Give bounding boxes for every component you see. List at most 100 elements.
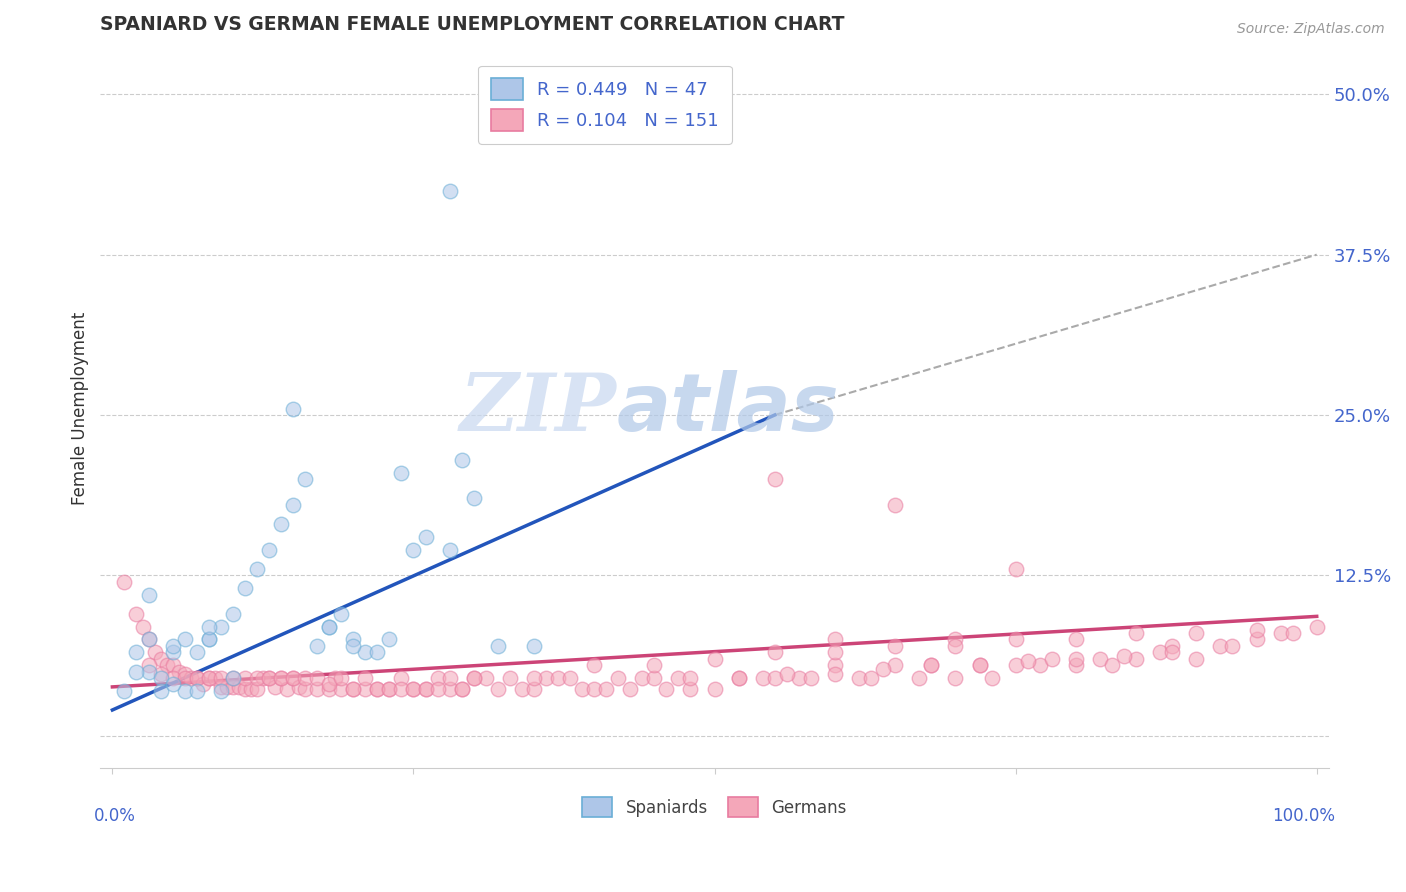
Point bbox=[474, 671, 496, 685]
Point bbox=[1112, 649, 1135, 664]
Point bbox=[607, 671, 630, 685]
Point bbox=[162, 677, 184, 691]
Point bbox=[1088, 651, 1111, 665]
Point bbox=[824, 632, 846, 647]
Point bbox=[294, 472, 316, 486]
Point bbox=[233, 581, 256, 595]
Point bbox=[342, 682, 364, 697]
Point bbox=[307, 639, 329, 653]
Point bbox=[1281, 626, 1303, 640]
Point bbox=[776, 667, 799, 681]
Point bbox=[439, 682, 461, 697]
Point bbox=[450, 453, 472, 467]
Point bbox=[252, 671, 274, 685]
Point bbox=[547, 671, 569, 685]
Point bbox=[330, 682, 353, 697]
Point bbox=[486, 682, 509, 697]
Legend: Spaniards, Germans: Spaniards, Germans bbox=[575, 790, 853, 824]
Point bbox=[1222, 639, 1244, 653]
Point bbox=[162, 639, 184, 653]
Text: ZIP: ZIP bbox=[460, 370, 616, 447]
Point bbox=[204, 671, 226, 685]
Point bbox=[655, 682, 678, 697]
Point bbox=[450, 682, 472, 697]
Point bbox=[125, 607, 148, 621]
Point bbox=[884, 498, 907, 512]
Point bbox=[860, 671, 883, 685]
Point bbox=[1004, 658, 1026, 673]
Point bbox=[415, 530, 437, 544]
Point bbox=[402, 682, 425, 697]
Point bbox=[167, 665, 190, 679]
Point bbox=[763, 645, 786, 659]
Point bbox=[318, 619, 340, 633]
Point bbox=[1101, 658, 1123, 673]
Point bbox=[763, 472, 786, 486]
Point bbox=[787, 671, 810, 685]
Point bbox=[679, 671, 702, 685]
Text: 0.0%: 0.0% bbox=[94, 807, 136, 825]
Point bbox=[378, 682, 401, 697]
Point bbox=[523, 671, 546, 685]
Point bbox=[1185, 651, 1208, 665]
Point bbox=[426, 682, 449, 697]
Point bbox=[173, 671, 195, 685]
Point bbox=[270, 671, 292, 685]
Point bbox=[162, 645, 184, 659]
Point bbox=[1064, 658, 1087, 673]
Point bbox=[138, 632, 160, 647]
Point bbox=[125, 645, 148, 659]
Point bbox=[1040, 651, 1063, 665]
Point bbox=[270, 671, 292, 685]
Point bbox=[1004, 632, 1026, 647]
Point bbox=[763, 671, 786, 685]
Point bbox=[510, 682, 533, 697]
Point bbox=[1209, 639, 1232, 653]
Point bbox=[330, 671, 353, 685]
Point bbox=[1270, 626, 1292, 640]
Point bbox=[186, 645, 208, 659]
Point bbox=[969, 658, 991, 673]
Point bbox=[884, 658, 907, 673]
Point bbox=[1028, 658, 1050, 673]
Point bbox=[209, 671, 232, 685]
Point bbox=[281, 671, 304, 685]
Point bbox=[294, 671, 316, 685]
Point bbox=[222, 680, 245, 694]
Point bbox=[534, 671, 557, 685]
Point bbox=[366, 682, 388, 697]
Point bbox=[294, 682, 316, 697]
Point bbox=[342, 682, 364, 697]
Point bbox=[215, 680, 238, 694]
Point bbox=[318, 677, 340, 691]
Point bbox=[619, 682, 641, 697]
Point bbox=[138, 632, 160, 647]
Point bbox=[239, 682, 262, 697]
Point bbox=[1125, 626, 1147, 640]
Point bbox=[173, 667, 195, 681]
Point bbox=[186, 683, 208, 698]
Point bbox=[463, 671, 485, 685]
Point bbox=[354, 682, 377, 697]
Point bbox=[378, 632, 401, 647]
Point bbox=[342, 639, 364, 653]
Point bbox=[246, 671, 269, 685]
Text: SPANIARD VS GERMAN FEMALE UNEMPLOYMENT CORRELATION CHART: SPANIARD VS GERMAN FEMALE UNEMPLOYMENT C… bbox=[100, 15, 845, 34]
Point bbox=[643, 658, 665, 673]
Point bbox=[138, 588, 160, 602]
Point bbox=[114, 574, 136, 589]
Point bbox=[631, 671, 654, 685]
Point bbox=[378, 682, 401, 697]
Point bbox=[426, 671, 449, 685]
Point bbox=[114, 683, 136, 698]
Point bbox=[191, 677, 214, 691]
Point bbox=[824, 658, 846, 673]
Point bbox=[499, 671, 522, 685]
Point bbox=[1125, 651, 1147, 665]
Point bbox=[1185, 626, 1208, 640]
Point bbox=[222, 671, 245, 685]
Point bbox=[180, 671, 202, 685]
Point bbox=[945, 639, 967, 653]
Point bbox=[824, 645, 846, 659]
Point bbox=[945, 632, 967, 647]
